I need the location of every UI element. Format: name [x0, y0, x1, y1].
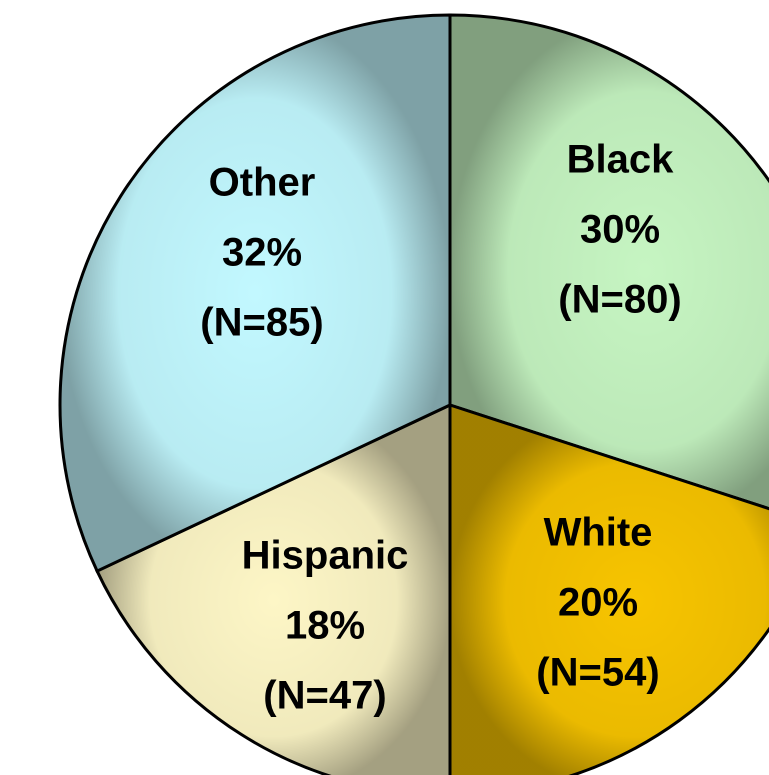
slice-shade: [448, 402, 769, 775]
slice-count: (N=85): [200, 301, 323, 345]
slice-label: Other: [209, 161, 316, 205]
slice-count: (N=47): [263, 674, 386, 718]
slice-shade: [448, 13, 769, 511]
slice-percent: 18%: [285, 604, 365, 648]
slice-percent: 32%: [222, 231, 302, 275]
slice-label: Hispanic: [242, 534, 409, 578]
slice-label: White: [544, 511, 653, 555]
slice-count: (N=80): [558, 278, 681, 322]
slice-percent: 20%: [558, 581, 638, 625]
slice-label: Black: [567, 138, 674, 182]
slice-count: (N=54): [536, 651, 659, 695]
slice-shade: [95, 402, 452, 775]
slice-percent: 30%: [580, 208, 660, 252]
slice-shade: [58, 13, 452, 574]
